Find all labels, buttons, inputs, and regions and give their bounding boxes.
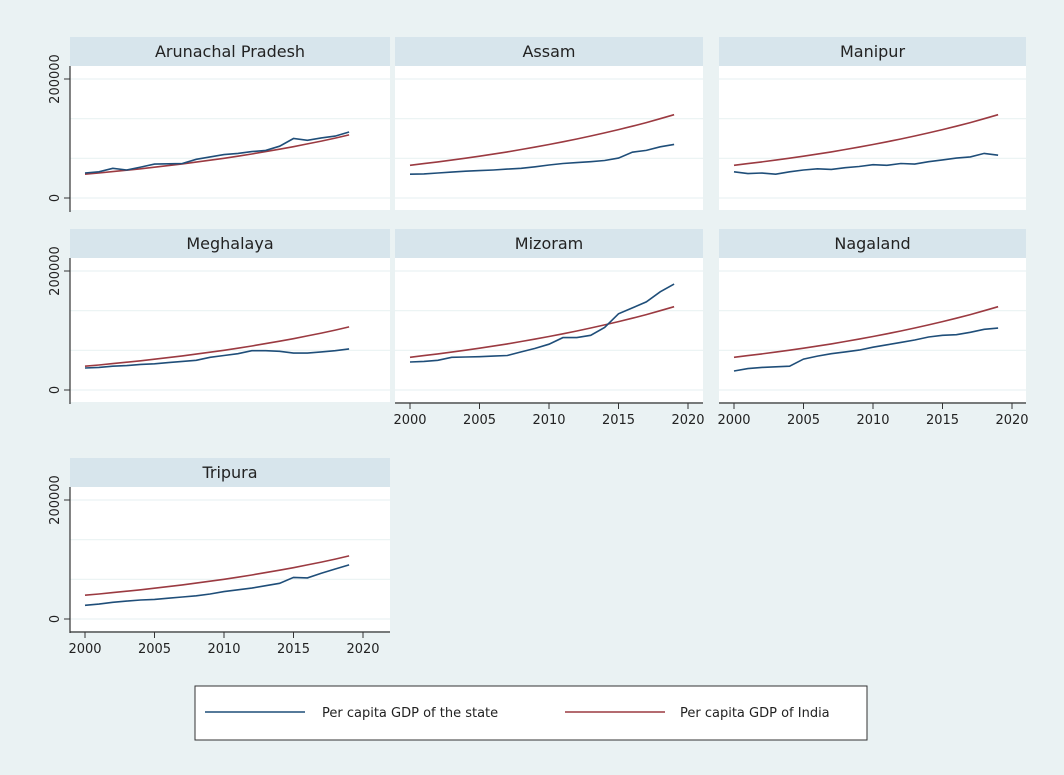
panel-header: [395, 229, 703, 258]
legend-india-label: Per capita GDP of India: [680, 706, 830, 721]
panel-title: Meghalaya: [186, 234, 273, 253]
india-line: [84, 555, 350, 596]
panel-tripura: Tripura 0 200000 2000 2005 2010 2015 2020: [48, 458, 390, 657]
x-tick-label: 2020: [671, 413, 704, 428]
x-tick-label: 2000: [393, 413, 426, 428]
x-tick-label: 2015: [602, 413, 635, 428]
state-line: [84, 564, 350, 607]
y-tick-label: 200000: [48, 246, 63, 296]
india-line: [733, 305, 999, 359]
x-tick-label: 2015: [926, 413, 959, 428]
x-tick-label: 2020: [346, 642, 379, 657]
panel-title: Assam: [522, 42, 575, 61]
panel-meghalaya: Meghalaya 0 200000: [48, 229, 390, 404]
plot-area: [395, 66, 703, 210]
y-tick-label: 200000: [48, 475, 63, 525]
y-tick-label: 0: [48, 615, 63, 623]
panel-header: [70, 458, 390, 487]
y-tick-label: 0: [48, 194, 63, 202]
plot-area: [395, 258, 703, 402]
panel-header: [70, 229, 390, 258]
state-line: [409, 283, 675, 363]
panel-title: Tripura: [201, 463, 257, 482]
state-line: [733, 327, 999, 372]
panel-manipur: Manipur: [719, 37, 1026, 210]
plot-area: [70, 258, 390, 402]
india-line: [409, 305, 675, 359]
y-tick-label: 0: [48, 386, 63, 394]
state-line: [84, 131, 350, 174]
state-line: [733, 152, 999, 176]
legend: Per capita GDP of the state Per capita GD…: [194, 685, 868, 741]
legend-state-label: Per capita GDP of the state: [322, 706, 498, 721]
x-tick-label: 2005: [787, 413, 820, 428]
panel-arunachal-pradesh: Arunachal Pradesh 0 200000: [48, 37, 390, 212]
plot-area: [70, 66, 390, 210]
x-tick-label: 2010: [856, 413, 889, 428]
y-tick-label: 200000: [48, 54, 63, 104]
panel-title: Nagaland: [834, 234, 910, 253]
panel-title: Mizoram: [515, 234, 583, 253]
india-line: [733, 113, 999, 167]
india-line: [409, 113, 675, 167]
x-tick-label: 2000: [717, 413, 750, 428]
panel-nagaland: Nagaland 2000 2005 2010 2015 2020: [717, 229, 1029, 428]
x-tick-label: 2005: [138, 642, 171, 657]
plot-area: [70, 487, 390, 631]
state-line: [409, 143, 675, 175]
x-tick-label: 2005: [463, 413, 496, 428]
plot-area: [719, 66, 1026, 210]
legend-box: [194, 685, 868, 741]
panel-assam: Assam: [395, 37, 703, 210]
x-tick-label: 2000: [68, 642, 101, 657]
panel-header: [719, 229, 1026, 258]
x-tick-label: 2015: [277, 642, 310, 657]
x-tick-label: 2020: [995, 413, 1028, 428]
state-line: [84, 348, 350, 369]
plot-area: [719, 258, 1026, 402]
panel-header: [719, 37, 1026, 66]
india-line: [84, 326, 350, 367]
panel-mizoram: Mizoram 2000 2005 2010 2015 2020: [393, 229, 705, 428]
panel-header: [70, 37, 390, 66]
x-tick-label: 2010: [207, 642, 240, 657]
panel-header: [395, 37, 703, 66]
panel-title: Manipur: [840, 42, 905, 61]
panel-title: Arunachal Pradesh: [155, 42, 305, 61]
x-tick-label: 2010: [532, 413, 565, 428]
